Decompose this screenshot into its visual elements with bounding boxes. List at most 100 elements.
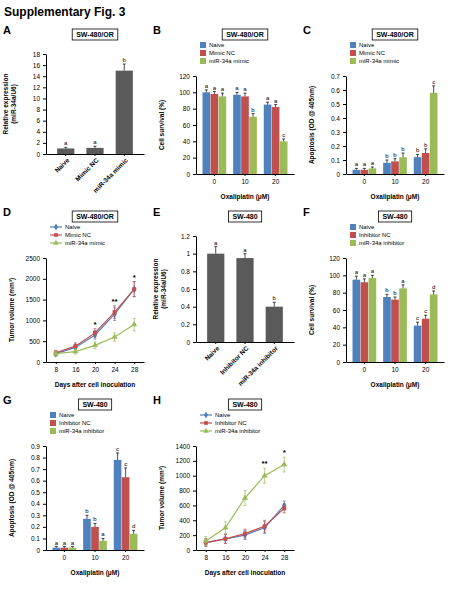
x-tick-mark [245,174,246,176]
x-tick-label: 16 [222,554,230,561]
error-bar-cap [266,102,269,103]
significance-letter: b [393,152,397,158]
error-bar-cap [116,452,119,453]
y-tick-mark [43,279,46,280]
y-tick: 0.7 [31,466,46,473]
error-bar-cap [205,89,208,90]
error-bar-cap [113,318,116,319]
significance-letter: a [266,95,270,101]
marker [53,350,59,355]
y-axis: 05001000150020002500 [26,255,47,366]
y-tick-label: 1400 [176,443,191,450]
significance-letter: b [401,146,405,152]
y-tick-mark [193,254,196,255]
y-tick: 0 [186,339,196,346]
error-bar-cap [283,503,286,504]
legend: NaiveMimic NCmiR-34a mimic [350,42,399,64]
error-bar [85,515,88,518]
significance-letter: a [221,86,225,92]
significance-letter: a [55,540,59,546]
bar [130,534,138,550]
legend-marker [54,233,58,237]
error-bar [102,538,105,540]
legend-label: Naive [359,42,375,48]
x-tick-mark [425,362,426,364]
error-bar-cap [283,512,286,513]
y-tick: 400 [179,517,196,524]
x-tick: 16 [222,550,230,561]
y-axis-line [46,447,47,551]
bar [122,477,130,550]
legend-item: miR-34a mimic [350,58,399,64]
y-tick-mark [43,110,46,111]
error-bar-cap [424,315,427,316]
y-tick-mark [193,491,196,492]
y-tick-label: 60 [333,307,341,314]
error-bar-stem [395,159,396,162]
y-tick-mark [43,300,46,301]
bar [361,170,369,174]
y-tick-mark [43,320,46,321]
x-tick-label: 0 [63,554,67,561]
error-bar-cap [224,543,227,544]
error-bar-cap [385,294,388,295]
y-axis-line [196,447,197,551]
y-tick: 0.1 [331,157,346,164]
error-bar-cap [204,546,207,547]
legend: NaiveInhibitor NCmiR-34a inhibitor [50,412,104,434]
y-tick-mark [193,446,196,447]
error-bar-cap [224,533,227,534]
panel: SW-480/ORaab024681012141618NaiveMimic NC… [2,29,145,194]
legend-marker [53,240,59,245]
x-tick-label: 10 [391,178,399,185]
y-tick-label: 1000 [26,317,41,324]
y-tick-label: 0.6 [31,477,40,484]
error-bar-stem [245,254,246,258]
error-bar-cap [132,530,135,531]
y-tick-label: 20 [183,154,191,161]
x-tick-mark [215,342,216,344]
legend-marker [204,412,208,419]
y-tick-label: 1 [186,250,190,257]
error-bar-cap [133,318,136,319]
error-bar-cap [244,505,247,506]
bar [369,168,377,174]
y-tick: 1200 [176,457,196,464]
y-tick-label: 0.9 [31,443,40,450]
x-axis-line [47,550,145,551]
title-box [228,399,261,410]
x-tick-mark [56,362,57,364]
y-tick: 0.4 [331,115,346,122]
bar [383,163,391,174]
bar [219,96,227,174]
significance-letter: a [355,161,359,167]
error-bar-stem [372,167,373,168]
significance-letter: a [235,85,239,91]
y-tick-mark [343,132,346,133]
x-tick-label: 28 [131,366,139,373]
x-tick-label: 0 [363,178,367,185]
marker [243,532,247,536]
x-axis: 816202428 [197,550,295,561]
y-tick-mark [193,289,196,290]
y-tick: 0.6 [31,477,46,484]
error-bar [63,547,66,548]
error-bar-cap [133,330,136,331]
bar [249,117,257,174]
error-bar-cap [282,138,285,139]
error-bar [244,531,247,540]
y-axis-line [346,77,347,175]
error-bar-cap [355,276,358,277]
error-bar-cap [113,320,116,321]
error-bar-stem [356,168,357,169]
y-tick: 0.6 [181,286,196,293]
bar [211,94,219,174]
x-tick-mark [125,550,126,552]
marker [282,506,286,510]
y-axis-line [46,259,47,363]
y-tick-mark [343,258,346,259]
error-bar [402,153,405,157]
error-bar-stem [364,168,365,169]
legend-label: miR-34a inhibitor [59,428,104,434]
error-bar-cap [432,85,435,86]
